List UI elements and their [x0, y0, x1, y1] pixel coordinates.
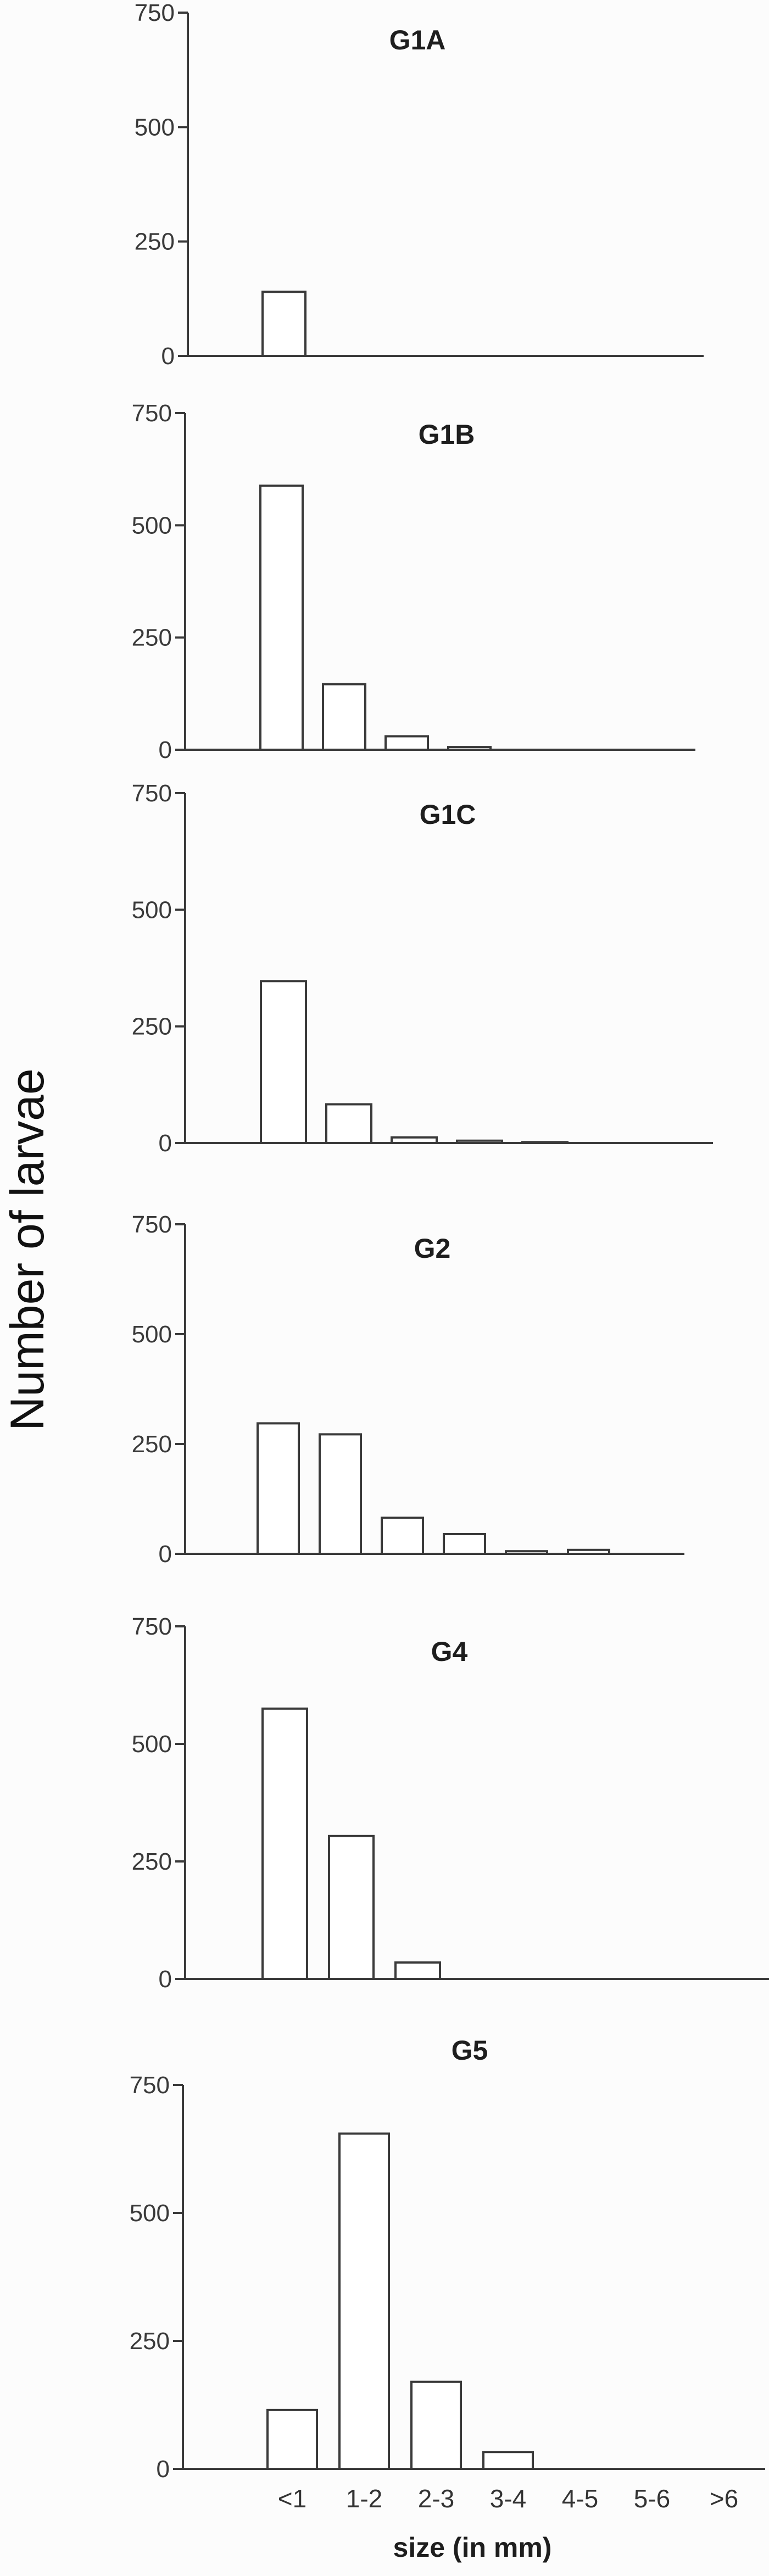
y-tick-label: 500 — [132, 1321, 172, 1348]
bar-1-2 — [338, 2132, 390, 2471]
panel-title: G1A — [389, 25, 446, 55]
x-category-label: <1 — [278, 2484, 307, 2513]
bar-2-3 — [381, 1516, 424, 1555]
y-tick-label: 0 — [159, 1966, 172, 1993]
x-category-label: 3-4 — [490, 2484, 526, 2513]
y-tick-label: 0 — [159, 1130, 172, 1157]
bar-2-3 — [410, 2380, 462, 2471]
y-tick-label: 500 — [135, 114, 175, 141]
y-tick-label: 500 — [132, 512, 172, 539]
y-tick-label: 0 — [159, 1541, 172, 1568]
bar-3-4 — [482, 2451, 534, 2471]
y-tick-label: 250 — [132, 625, 172, 651]
y-tick-label: 750 — [132, 400, 172, 427]
y-tick-label: 250 — [135, 228, 175, 255]
y-tick-label: 250 — [132, 1013, 172, 1040]
panel-title: G1C — [420, 799, 476, 830]
x-category-label: 4-5 — [562, 2484, 598, 2513]
y-tick-label: 750 — [130, 2072, 170, 2099]
bar-1-2 — [328, 1835, 375, 1980]
x-category-label: 1-2 — [346, 2484, 382, 2513]
x-category-label: 5-6 — [634, 2484, 670, 2513]
y-tick-label: 250 — [130, 2328, 170, 2355]
bar-<1 — [261, 291, 307, 357]
panel-title: G4 — [431, 1636, 468, 1667]
y-tick-label: 250 — [132, 1431, 172, 1458]
y-tick-label: 750 — [132, 780, 172, 807]
panel-title: G2 — [414, 1233, 451, 1264]
y-tick-label: 500 — [130, 2200, 170, 2227]
y-axis-title: Number of larvae — [1, 1068, 54, 1431]
bar-<1 — [257, 1422, 300, 1555]
panel-title: G5 — [452, 2035, 488, 2066]
bar-3-4 — [443, 1533, 486, 1555]
y-tick-label: 750 — [135, 0, 175, 26]
y-tick-label: 750 — [132, 1211, 172, 1238]
panel-title: G1B — [419, 419, 475, 450]
y-tick-label: 250 — [132, 1848, 172, 1875]
y-tick-label: 500 — [132, 1731, 172, 1758]
y-tick-label: 0 — [159, 737, 172, 763]
x-axis-title: size (in mm) — [393, 2532, 552, 2563]
bar-1-2 — [325, 1103, 372, 1145]
bar-1-2 — [319, 1433, 362, 1555]
bar-<1 — [259, 484, 304, 751]
bar-1-2 — [322, 683, 366, 751]
bar-<1 — [261, 1707, 308, 1981]
x-category-label: >6 — [710, 2484, 738, 2513]
y-tick-label: 0 — [157, 2456, 170, 2483]
bar-<1 — [266, 2408, 318, 2470]
y-tick-label: 0 — [161, 343, 175, 370]
x-category-label: 2-3 — [418, 2484, 454, 2513]
y-tick-label: 750 — [132, 1613, 172, 1640]
y-tick-label: 500 — [132, 896, 172, 923]
bar-2-3 — [384, 735, 429, 751]
bar-2-3 — [394, 1961, 441, 1981]
bar-<1 — [260, 980, 307, 1145]
